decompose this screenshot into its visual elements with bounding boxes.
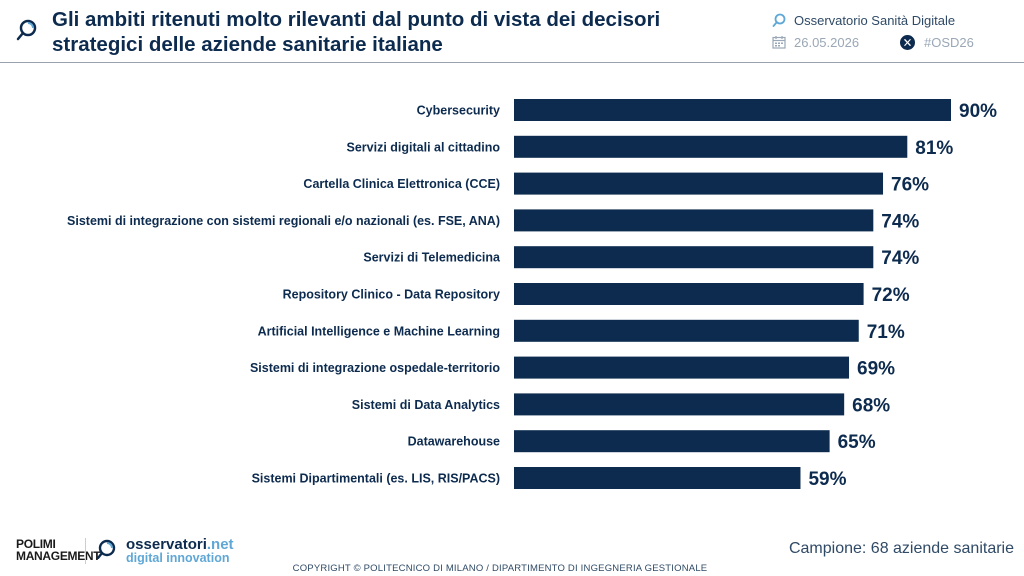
magnifier-logo-icon (16, 19, 37, 41)
category-label-0: Cybersecurity (417, 104, 500, 118)
bar-1 (514, 135, 908, 158)
value-label-2: 76% (891, 175, 929, 196)
value-label-0: 90% (959, 101, 997, 122)
observatory-name: Osservatorio Sanità Digitale (794, 13, 956, 28)
bar-4 (514, 246, 874, 269)
date-label: 26.05.2026 (794, 35, 860, 50)
bar-5 (514, 283, 864, 305)
value-label-3: 74% (881, 211, 919, 232)
magnifier-icon (772, 13, 786, 27)
value-label-10: 59% (808, 469, 846, 490)
bar-2 (514, 172, 884, 195)
value-label-4: 74% (881, 248, 919, 269)
bar-7 (514, 356, 850, 379)
value-label-9: 65% (838, 432, 876, 453)
category-label-9: Datawarehouse (408, 435, 500, 449)
copyright-text: COPYRIGHT © POLITECNICO DI MILANO / DIPA… (292, 563, 708, 574)
calendar-icon (772, 36, 786, 49)
bar-8 (514, 393, 845, 416)
header-divider (0, 62, 1024, 63)
value-label-5: 72% (872, 285, 910, 306)
bar-9 (514, 430, 830, 453)
osservatori-magnifier-icon (96, 539, 116, 559)
value-label-8: 68% (852, 395, 890, 416)
category-label-10: Sistemi Dipartimentali (es. LIS, RIS/PAC… (252, 472, 500, 486)
bar-0 (514, 99, 951, 121)
bar-3 (514, 209, 874, 232)
osservatori-logo: osservatori.net digital innovation (96, 536, 236, 566)
bar-6 (514, 319, 859, 342)
category-label-5: Repository Clinico - Data Repository (283, 288, 500, 302)
bar-chart: Cybersecurity 90% Servizi digitali al citt… (67, 99, 997, 490)
category-label-8: Sistemi di Data Analytics (352, 398, 500, 412)
value-label-7: 69% (857, 359, 895, 380)
category-label-1: Servizi digitali al cittadino (346, 140, 500, 154)
category-label-4: Servizi di Telemedicina (363, 251, 501, 265)
category-label-7: Sistemi di integrazione ospedale-territo… (250, 361, 500, 375)
sample-size-label: Campione: 68 aziende sanitarie (788, 540, 1014, 557)
hashtag-label: #OSD26 (924, 35, 974, 50)
x-social-icon (900, 35, 915, 50)
category-label-6: Artificial Intelligence e Machine Learni… (258, 324, 500, 338)
value-label-6: 71% (867, 322, 905, 343)
page-title: Gli ambiti ritenuti molto rilevanti dal … (52, 8, 661, 56)
bar-10 (514, 467, 801, 489)
value-label-1: 81% (915, 138, 953, 159)
category-label-2: Cartella Clinica Elettronica (CCE) (303, 177, 500, 191)
footer-divider (85, 538, 86, 564)
polimi-logo: POLIMI MANAGEMENT (16, 537, 101, 563)
category-label-3: Sistemi di integrazione con sistemi regi… (67, 214, 500, 228)
